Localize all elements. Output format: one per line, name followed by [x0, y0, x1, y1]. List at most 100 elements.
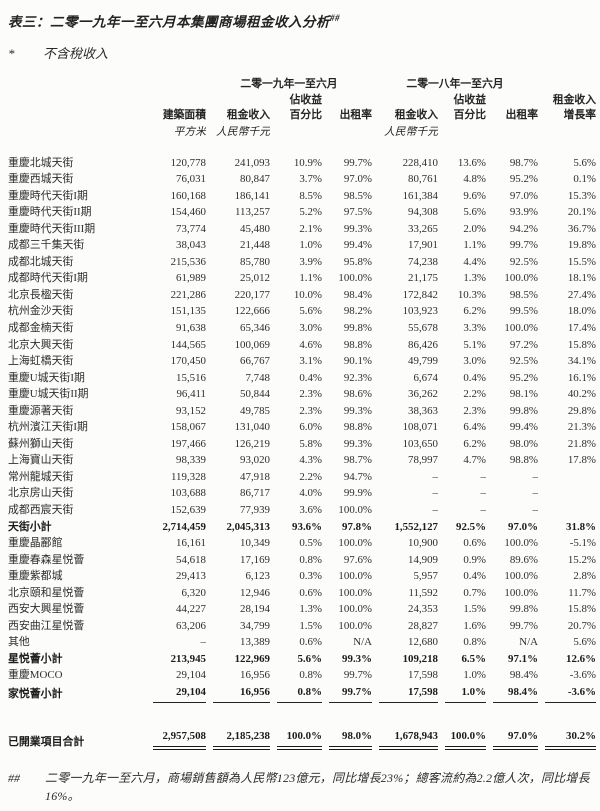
- cell-value: 28,827: [408, 619, 438, 632]
- table-row: 重慶源著天街 93,152 49,785 2.3% 99.3% 38,363 2.3% 99.…: [8, 403, 596, 420]
- cell-value: 93,152: [176, 404, 206, 417]
- cell-value: 100.0%: [504, 586, 538, 599]
- mall-name: 杭州金沙天街: [8, 305, 74, 318]
- cell-value: 100.0%: [338, 503, 372, 516]
- cell-value: 99.8%: [509, 404, 538, 417]
- cell-value: 0.5%: [299, 537, 322, 550]
- cell-value: 126,219: [234, 437, 270, 450]
- cell-value: 28,194: [240, 603, 270, 616]
- cell-value: 29,104: [176, 669, 206, 682]
- cell-value: 100.0%: [504, 272, 538, 285]
- cell-value: 2.3%: [299, 388, 322, 401]
- table-row: 蘇州獅山天街 197,466 126,219 5.8% 99.3% 103,650 6.2%…: [8, 436, 596, 453]
- col-header-share-2018-line2: 百分比: [453, 109, 486, 121]
- cell-value: 122,969: [234, 652, 270, 665]
- cell-value: 109,218: [402, 652, 438, 665]
- cell-value: 12,946: [240, 586, 270, 599]
- cell-value: 228,410: [402, 156, 438, 169]
- cell-value: 5.6%: [299, 305, 322, 318]
- cell-value: 1.1%: [463, 239, 486, 252]
- title-footnote-marker: ##: [330, 13, 340, 23]
- cell-value: –: [532, 470, 538, 483]
- cell-value: 108,071: [402, 421, 438, 434]
- group-header-2019: 二零一九年一至六月: [240, 77, 338, 90]
- cell-value: 98.5%: [343, 189, 372, 202]
- cell-value: 98.4%: [509, 669, 538, 682]
- cell-value: 80,847: [240, 173, 270, 186]
- table-title: 表三：二零一九年一至六月本集團商場租金收入分析##: [8, 9, 592, 32]
- cell-value: 98,339: [176, 454, 206, 467]
- cell-value: 80,761: [408, 173, 438, 186]
- cell-value: 21.3%: [567, 421, 596, 434]
- cell-value: 92.5%: [456, 520, 486, 533]
- cell-value: 45,480: [240, 222, 270, 235]
- cell-value: 100.0%: [338, 570, 372, 583]
- cell-value: 1.0%: [463, 669, 486, 682]
- cell-value: –: [432, 470, 438, 483]
- cell-value: 4.4%: [463, 255, 486, 268]
- cell-value: 98.0%: [329, 728, 372, 751]
- cell-value: 241,093: [234, 156, 270, 169]
- cell-value: 2,714,459: [162, 520, 206, 533]
- cell-value: 0.9%: [463, 553, 486, 566]
- cell-value: 100.0%: [338, 619, 372, 632]
- cell-value: 154,460: [170, 206, 206, 219]
- col-header-area: 建築面積: [162, 109, 206, 121]
- cell-value: 10.3%: [457, 288, 486, 301]
- cell-value: 213,945: [170, 652, 206, 665]
- mall-name: 北京房山天街: [8, 487, 74, 500]
- mall-name: 西安曲江星悦薈: [8, 619, 85, 632]
- cell-value: 99.3%: [343, 222, 372, 235]
- cell-value: 16,956: [240, 669, 270, 682]
- cell-value: 9.6%: [463, 189, 486, 202]
- cell-value: 4.6%: [299, 338, 322, 351]
- cell-value: 98.6%: [343, 388, 372, 401]
- cell-value: 49,799: [408, 355, 438, 368]
- cell-value: 1.5%: [299, 619, 322, 632]
- col-header-rental-2018: 租金收入: [394, 109, 438, 121]
- cell-value: 34.1%: [567, 355, 596, 368]
- cell-value: 50,844: [240, 388, 270, 401]
- unit-area: 平方米: [173, 125, 206, 138]
- cell-value: 215,536: [170, 255, 206, 268]
- rent-income-table: 二零一九年一至六月 二零一八年一至六月 佔收益 佔收益 租金收入 建築面積 租金…: [8, 76, 596, 751]
- cell-value: 2.2%: [463, 388, 486, 401]
- table-row: 北京長楹天街 221,286 220,177 10.0% 98.4% 172,842 10.…: [8, 287, 596, 304]
- cell-value: 13.6%: [457, 156, 486, 169]
- cell-value: 98.7%: [343, 454, 372, 467]
- cell-value: 4.8%: [463, 173, 486, 186]
- cell-value: –: [200, 636, 206, 649]
- cell-value: 158,067: [170, 421, 206, 434]
- mall-name: 杭州濱江天街I期: [8, 421, 88, 434]
- col-header-rental-2019: 租金收入: [226, 109, 270, 121]
- cell-value: 92.5%: [509, 355, 538, 368]
- mall-name: 重慶春森星悦薈: [8, 553, 85, 566]
- tax-note-text: 不含稅收入: [43, 45, 109, 61]
- cell-value: 98.4%: [493, 684, 538, 703]
- cell-value: 34,799: [240, 619, 270, 632]
- cell-value: 85,780: [240, 255, 270, 268]
- cell-value: 220,177: [234, 288, 270, 301]
- cell-value: 3.0%: [463, 355, 486, 368]
- table-row: 星悦薈小計 213,945 122,969 5.6% 99.3% 109,218 6.5% 9…: [8, 651, 596, 668]
- cell-value: 3.0%: [299, 321, 322, 334]
- cell-value: 3.9%: [299, 255, 322, 268]
- cell-value: 0.6%: [299, 636, 322, 649]
- cell-value: 16,956: [213, 684, 270, 703]
- tax-note-marker: *: [8, 45, 15, 61]
- cell-value: 160,168: [170, 189, 206, 202]
- footnote: ## 二零一九年一至六月，商場銷售額為人民幣123億元，同比增長23%；總客流約…: [8, 770, 592, 805]
- cell-value: 97.5%: [343, 206, 372, 219]
- table-row: 上海虹橋天街 170,450 66,767 3.1% 90.1% 49,799 3.0% 92…: [8, 353, 596, 370]
- cell-value: 98.1%: [509, 388, 538, 401]
- cell-value: 98.4%: [343, 288, 372, 301]
- cell-value: 5.6%: [297, 652, 322, 665]
- mall-name: 重慶時代天街I期: [8, 189, 88, 202]
- cell-value: 100.0%: [338, 272, 372, 285]
- cell-value: 17,169: [240, 553, 270, 566]
- mall-name: 其他: [8, 636, 30, 649]
- table-row: 重慶晶酈館 16,161 10,349 0.5% 100.0% 10,900 0.6% 100…: [8, 535, 596, 552]
- cell-value: 5.2%: [299, 206, 322, 219]
- spacer-row: [8, 703, 596, 728]
- cell-value: 99.3%: [342, 652, 372, 665]
